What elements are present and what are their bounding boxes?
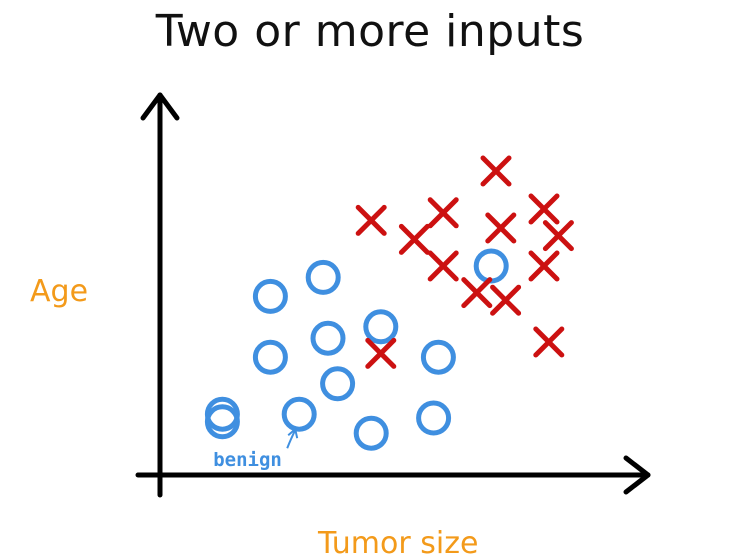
circle-point (310, 320, 346, 356)
data-marks (204, 155, 574, 451)
x-point (398, 223, 430, 255)
annotation-arrowhead (287, 427, 299, 439)
circle-point (420, 339, 456, 375)
x-point (528, 250, 560, 282)
circle-point (305, 259, 341, 295)
x-axis-arrowhead (623, 455, 651, 495)
x-point (490, 284, 522, 316)
circle-point (281, 396, 317, 432)
x-point (542, 220, 574, 252)
y-axis-label: Age (30, 274, 89, 309)
x-axis-label: Tumor size (318, 526, 479, 560)
y-axis-arrowhead (140, 92, 180, 121)
axes (135, 92, 651, 498)
x-point (355, 204, 387, 236)
circle-point (252, 339, 288, 375)
circle-point (353, 415, 389, 451)
circle-point (204, 404, 240, 440)
x-point (533, 326, 565, 358)
chart-title: Two or more inputs (155, 6, 585, 57)
x-point (528, 193, 560, 225)
circle-point (473, 248, 509, 284)
x-point (485, 212, 517, 244)
annotations: benign (213, 427, 299, 471)
x-point (427, 250, 459, 282)
x-point (427, 197, 459, 229)
circle-point (320, 366, 356, 402)
circle-point (416, 400, 452, 436)
x-point (365, 337, 397, 369)
x-point (461, 277, 493, 309)
annotation-arrow (286, 429, 297, 449)
x-point (480, 155, 512, 187)
circle-point (252, 278, 288, 314)
benign-annotation-label: benign (213, 449, 282, 471)
circle-point (363, 309, 399, 345)
